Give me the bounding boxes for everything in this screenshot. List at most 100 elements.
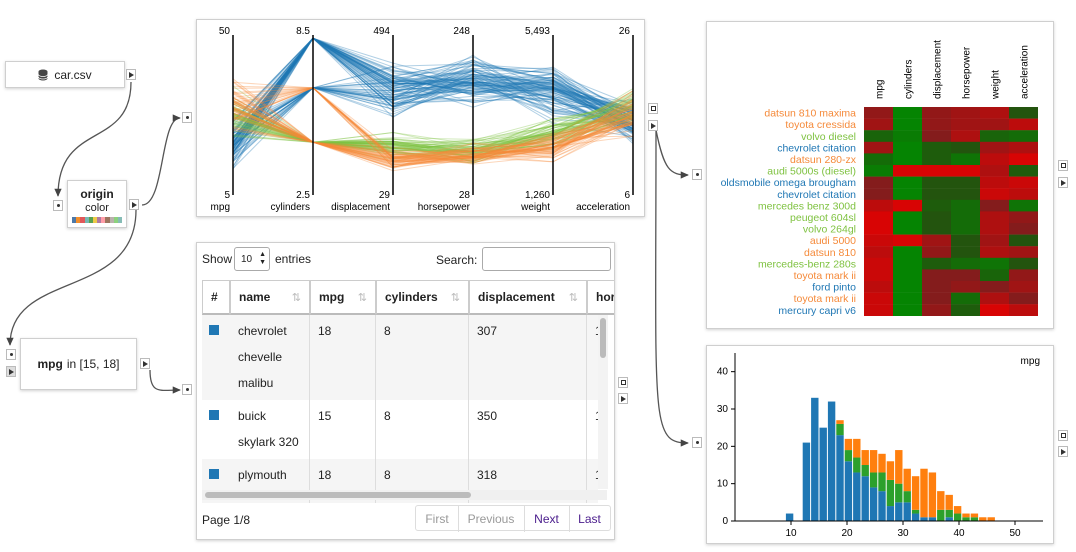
csv-node[interactable]: car.csv bbox=[5, 61, 125, 88]
heatmap-cell-17-4[interactable] bbox=[980, 304, 1009, 316]
heatmap-cell-11-1[interactable] bbox=[893, 234, 922, 247]
heatmap-cell-3-3[interactable] bbox=[951, 141, 980, 154]
bar-usa-14[interactable] bbox=[903, 502, 911, 521]
heatmap-cell-14-3[interactable] bbox=[951, 269, 980, 282]
bar-japan-16[interactable] bbox=[920, 468, 928, 518]
bar-usa-11[interactable] bbox=[878, 491, 886, 521]
bar-europe-19[interactable] bbox=[945, 509, 953, 518]
bar-usa-9[interactable] bbox=[861, 476, 869, 521]
previous-page-button[interactable]: Previous bbox=[458, 506, 525, 532]
heatmap-cell-2-5[interactable] bbox=[1009, 130, 1038, 142]
bar-japan-13[interactable] bbox=[895, 450, 903, 484]
bar-japan-23[interactable] bbox=[979, 517, 987, 521]
heatmap-cell-8-3[interactable] bbox=[951, 199, 980, 212]
column-header-0[interactable]: # bbox=[202, 280, 230, 315]
heatmap-cell-7-1[interactable] bbox=[893, 188, 922, 200]
bar-usa-7[interactable] bbox=[844, 461, 853, 521]
heatmap-cell-16-0[interactable] bbox=[864, 292, 893, 305]
heatmap-cell-5-1[interactable] bbox=[893, 165, 922, 177]
heatmap-chart[interactable]: mpg cylinders displacement horsepower weight… bbox=[707, 22, 1053, 328]
column-header-1[interactable]: name ⇅ bbox=[230, 280, 310, 315]
heatmap-cell-9-0[interactable] bbox=[864, 211, 893, 224]
heatmap-cell-5-0[interactable] bbox=[864, 165, 893, 177]
heatmap-cell-10-1[interactable] bbox=[893, 223, 922, 235]
heatmap-cell-0-1[interactable] bbox=[893, 107, 922, 119]
bar-japan-10[interactable] bbox=[869, 450, 878, 473]
bar-japan-15[interactable] bbox=[911, 476, 920, 510]
vertical-scrollbar-thumb[interactable] bbox=[600, 318, 606, 358]
bar-japan-9[interactable] bbox=[861, 450, 869, 465]
bar-europe-15[interactable] bbox=[911, 509, 920, 514]
heatmap-cell-6-4[interactable] bbox=[980, 176, 1009, 189]
heatmap-cell-0-0[interactable] bbox=[864, 107, 893, 119]
parcoords-select-port[interactable] bbox=[648, 103, 658, 114]
heatmap-cell-2-2[interactable] bbox=[922, 130, 951, 142]
heatmap-in-port[interactable] bbox=[692, 169, 702, 180]
bar-europe-7[interactable] bbox=[844, 450, 853, 462]
bar-europe-8[interactable] bbox=[853, 457, 861, 473]
heatmap-cell-8-0[interactable] bbox=[864, 199, 893, 212]
last-page-button[interactable]: Last bbox=[578, 512, 601, 526]
heatmap-cell-9-5[interactable] bbox=[1009, 211, 1038, 224]
heatmap-cell-15-2[interactable] bbox=[922, 281, 951, 293]
bar-usa-17[interactable] bbox=[928, 517, 937, 521]
heatmap-cell-5-3[interactable] bbox=[951, 165, 980, 177]
column-header-5[interactable]: hor bbox=[587, 280, 614, 315]
bar-europe-10[interactable] bbox=[869, 472, 878, 488]
bar-japan-6[interactable] bbox=[836, 420, 844, 424]
table-in-port[interactable] bbox=[182, 384, 192, 395]
heatmap-select-port[interactable] bbox=[1058, 160, 1068, 171]
csv-out-port[interactable] bbox=[126, 69, 136, 80]
heatmap-cell-13-1[interactable] bbox=[893, 257, 922, 270]
heatmap-cell-7-4[interactable] bbox=[980, 188, 1009, 200]
bar-usa-8[interactable] bbox=[853, 472, 861, 521]
heatmap-cell-14-5[interactable] bbox=[1009, 269, 1038, 282]
filter-toggle-port[interactable] bbox=[6, 366, 16, 377]
bar-europe-18[interactable] bbox=[937, 509, 945, 521]
bar-usa-5[interactable] bbox=[827, 401, 836, 521]
horizontal-scrollbar-thumb[interactable] bbox=[205, 492, 471, 498]
sort-icon[interactable]: ⇅ bbox=[291, 291, 301, 304]
heatmap-cell-4-0[interactable] bbox=[864, 153, 893, 166]
bar-europe-20[interactable] bbox=[953, 513, 962, 521]
heatmap-cell-3-1[interactable] bbox=[893, 141, 922, 154]
heatmap-cell-5-5[interactable] bbox=[1009, 165, 1038, 177]
heatmap-cell-7-2[interactable] bbox=[922, 188, 951, 200]
heatmap-cell-15-5[interactable] bbox=[1009, 281, 1038, 293]
heatmap-cell-11-3[interactable] bbox=[951, 234, 980, 247]
heatmap-cell-12-5[interactable] bbox=[1009, 246, 1038, 258]
origin-color-node[interactable]: origin color bbox=[67, 180, 127, 228]
heatmap-cell-10-5[interactable] bbox=[1009, 223, 1038, 235]
heatmap-cell-9-2[interactable] bbox=[922, 211, 951, 224]
bar-usa-6[interactable] bbox=[836, 435, 844, 521]
heatmap-cell-0-5[interactable] bbox=[1009, 107, 1038, 119]
histogram-out-port[interactable] bbox=[1058, 446, 1068, 457]
heatmap-cell-16-3[interactable] bbox=[951, 292, 980, 305]
heatmap-cell-4-4[interactable] bbox=[980, 153, 1009, 166]
heatmap-cell-11-5[interactable] bbox=[1009, 234, 1038, 247]
bar-europe-22[interactable] bbox=[970, 517, 979, 521]
heatmap-cell-0-2[interactable] bbox=[922, 107, 951, 119]
heatmap-cell-1-3[interactable] bbox=[951, 118, 980, 131]
heatmap-cell-1-5[interactable] bbox=[1009, 118, 1038, 131]
heatmap-cell-16-5[interactable] bbox=[1009, 292, 1038, 305]
search-input[interactable] bbox=[482, 247, 611, 271]
heatmap-cell-6-2[interactable] bbox=[922, 176, 951, 189]
heatmap-cell-6-0[interactable] bbox=[864, 176, 893, 189]
heatmap-cell-0-4[interactable] bbox=[980, 107, 1009, 119]
bar-europe-12[interactable] bbox=[886, 479, 895, 507]
heatmap-cell-8-5[interactable] bbox=[1009, 199, 1038, 212]
heatmap-cell-9-3[interactable] bbox=[951, 211, 980, 224]
heatmap-cell-7-5[interactable] bbox=[1009, 188, 1038, 200]
horizontal-scrollbar[interactable] bbox=[202, 490, 607, 500]
heatmap-cell-5-2[interactable] bbox=[922, 165, 951, 177]
heatmap-cell-14-1[interactable] bbox=[893, 269, 922, 282]
heatmap-cell-5-4[interactable] bbox=[980, 165, 1009, 177]
bar-japan-7[interactable] bbox=[844, 438, 853, 451]
table-row[interactable] bbox=[202, 315, 598, 401]
first-page-button[interactable]: First bbox=[416, 506, 459, 532]
heatmap-cell-2-3[interactable] bbox=[951, 130, 980, 142]
heatmap-cell-17-0[interactable] bbox=[864, 304, 893, 316]
heatmap-cell-13-0[interactable] bbox=[864, 257, 893, 270]
